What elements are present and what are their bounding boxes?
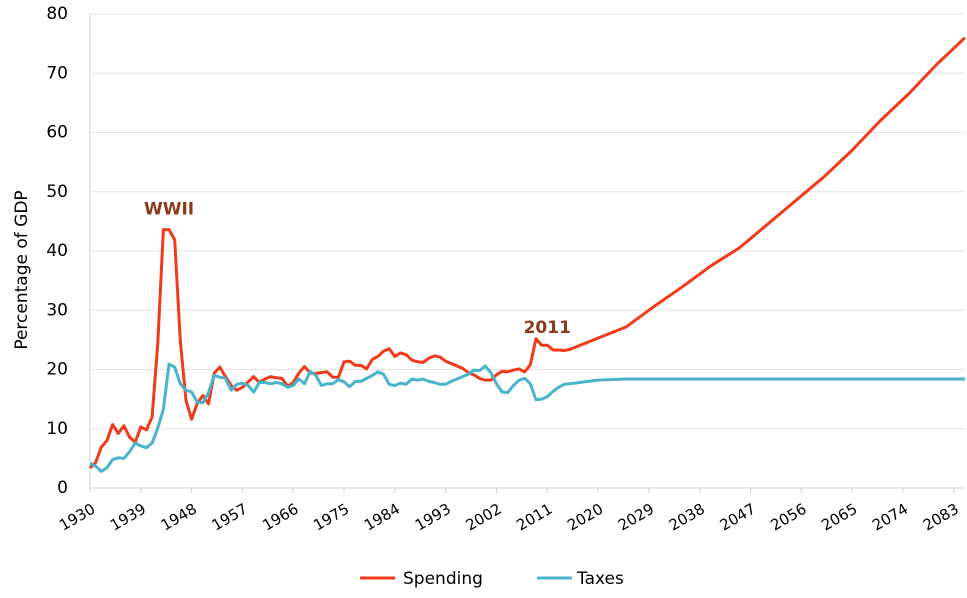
x-tick-label: 2029 bbox=[615, 500, 657, 535]
y-tick-label: 70 bbox=[46, 63, 68, 83]
x-tick-label: 2065 bbox=[818, 500, 860, 535]
legend-label: Taxes bbox=[576, 569, 624, 589]
x-tick-label: 2002 bbox=[463, 500, 505, 535]
y-tick-label: 0 bbox=[57, 478, 68, 498]
x-tick-label: 2083 bbox=[920, 500, 962, 535]
series-line bbox=[88, 36, 967, 469]
x-tick-label: 1975 bbox=[310, 500, 352, 535]
x-tick-label: 1984 bbox=[361, 500, 403, 535]
legend-label: Spending bbox=[403, 569, 483, 589]
annotation: WWII bbox=[144, 200, 194, 220]
x-tick-label: 1930 bbox=[56, 500, 98, 535]
x-tick-label: 1993 bbox=[412, 500, 454, 535]
x-tick-label: 2056 bbox=[767, 500, 809, 535]
x-tick-label: 2074 bbox=[869, 500, 911, 535]
x-tick-label: 2011 bbox=[513, 500, 555, 535]
annotation: 2011 bbox=[524, 318, 571, 338]
y-tick-label: 30 bbox=[46, 300, 68, 320]
y-tick-label: 80 bbox=[46, 4, 68, 24]
x-tick-label: 2038 bbox=[666, 500, 708, 535]
x-tick-label: 2047 bbox=[717, 500, 759, 535]
y-tick-label: 20 bbox=[46, 360, 68, 380]
x-tick-label: 1948 bbox=[158, 500, 200, 535]
y-axis-label: Percentage of GDP bbox=[12, 190, 32, 349]
y-tick-label: 10 bbox=[46, 419, 68, 439]
x-tick-label: 1966 bbox=[259, 500, 301, 535]
series-line bbox=[89, 362, 965, 473]
y-tick-label: 50 bbox=[46, 182, 68, 202]
x-tick-label: 1939 bbox=[107, 500, 149, 535]
y-tick-label: 60 bbox=[46, 123, 68, 143]
x-tick-label: 1957 bbox=[209, 500, 251, 535]
y-tick-label: 40 bbox=[46, 241, 68, 261]
x-tick-label: 2020 bbox=[564, 500, 606, 535]
